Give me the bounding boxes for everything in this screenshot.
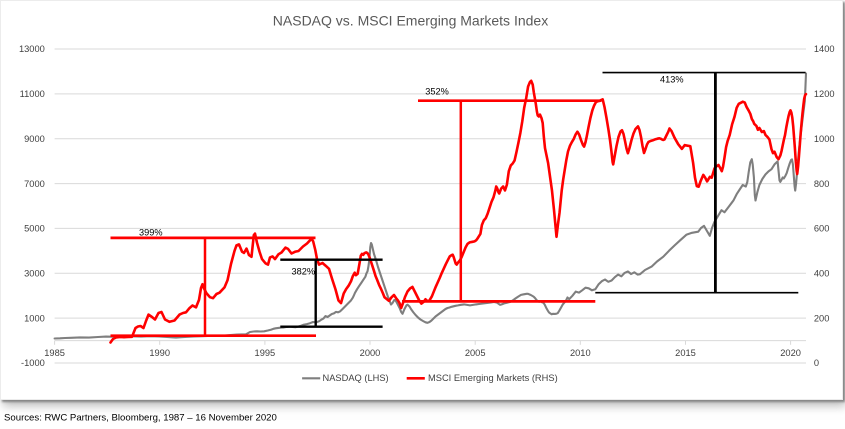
svg-text:1995: 1995 <box>255 348 276 358</box>
svg-text:2000: 2000 <box>360 348 381 358</box>
svg-text:1985: 1985 <box>44 348 65 358</box>
svg-text:5000: 5000 <box>24 224 45 234</box>
svg-text:400: 400 <box>814 269 830 279</box>
svg-text:2010: 2010 <box>570 348 591 358</box>
svg-text:1200: 1200 <box>814 89 835 99</box>
svg-text:399%: 399% <box>139 228 163 238</box>
svg-text:9000: 9000 <box>24 134 45 144</box>
svg-text:200: 200 <box>814 313 830 323</box>
svg-text:7000: 7000 <box>24 179 45 189</box>
svg-text:0: 0 <box>814 358 819 368</box>
svg-text:800: 800 <box>814 179 830 189</box>
svg-text:1990: 1990 <box>149 348 170 358</box>
svg-text:MSCI Emerging Markets (RHS): MSCI Emerging Markets (RHS) <box>428 373 558 383</box>
svg-text:-1000: -1000 <box>21 358 45 368</box>
svg-text:600: 600 <box>814 224 830 234</box>
svg-text:11000: 11000 <box>20 89 45 99</box>
svg-text:2015: 2015 <box>675 348 696 358</box>
svg-text:Sources: RWC Partners, Bloombe: Sources: RWC Partners, Bloomberg, 1987 –… <box>4 412 277 423</box>
svg-text:352%: 352% <box>425 87 449 97</box>
svg-text:382%: 382% <box>292 267 316 277</box>
svg-text:2020: 2020 <box>780 348 801 358</box>
svg-text:3000: 3000 <box>24 269 45 279</box>
svg-text:13000: 13000 <box>19 44 45 54</box>
svg-text:1000: 1000 <box>24 313 45 323</box>
svg-text:1400: 1400 <box>814 44 835 54</box>
svg-text:NASDAQ (LHS): NASDAQ (LHS) <box>323 373 389 383</box>
svg-text:1000: 1000 <box>814 134 835 144</box>
svg-text:413%: 413% <box>660 75 684 85</box>
svg-text:NASDAQ vs. MSCI Emerging Marke: NASDAQ vs. MSCI Emerging Markets Index <box>273 12 548 28</box>
svg-text:2005: 2005 <box>465 348 486 358</box>
